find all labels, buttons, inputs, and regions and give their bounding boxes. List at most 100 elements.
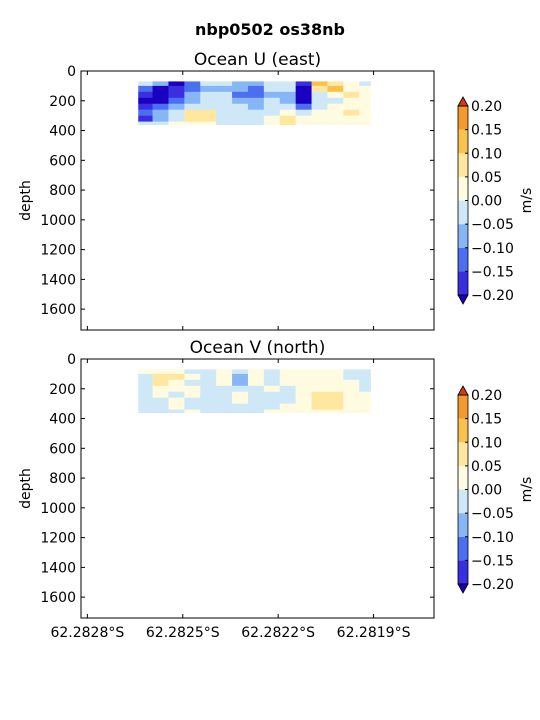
y-tick-label: 1200 [40,243,76,259]
heatmap-cell [263,85,281,93]
heatmap-cell [247,379,265,387]
heatmap-cell [232,409,249,413]
colorbar-tick-label: 0.20 [471,388,502,404]
heatmap-cell [184,97,201,105]
colorbar-segment [458,513,468,537]
heatmap-cell [327,115,344,123]
heatmap-cell [311,379,328,387]
heatmap-cell [216,85,233,93]
heatmap-cell [216,103,233,111]
heatmap-cell [168,391,185,399]
heatmap-cell [168,97,185,105]
heatmap-cell [279,81,297,87]
colorbar-segment [458,247,468,272]
colorbar-segment [458,560,468,584]
colorbar-extend-min [457,294,469,305]
colorbar-tick-label: 0.20 [471,99,502,115]
heatmap-cell [279,91,297,99]
colorbar-segment [458,106,468,130]
heatmap-cell [232,97,249,105]
heatmap-cell [152,91,169,99]
figure-title: nbp0502 os38nb [194,20,346,39]
heatmap-cell [152,121,169,125]
heatmap-cell [232,81,249,87]
heatmap-cell [168,373,185,381]
heatmap-cell [152,403,169,411]
heatmap-cell [327,97,344,105]
heatmap-cell [359,409,371,413]
colorbar-tick-label: 0.05 [471,459,502,475]
heatmap-cell [232,85,249,93]
heatmap-cell [327,373,344,381]
heatmap-cell [152,373,169,381]
heatmap-cell [184,391,201,399]
colorbar-tick-label: −0.20 [471,577,514,593]
colorbar-segment [458,442,468,466]
colorbar-extend-max [457,385,469,396]
heatmap-cell [138,85,153,93]
heatmap-cell [311,103,328,111]
heatmap-cell [232,403,249,411]
heatmap-cell [279,85,297,93]
heatmap-cell [343,385,360,393]
heatmap-cell [216,115,233,123]
heatmap-cell [152,103,169,111]
heatmap-cell [279,103,297,111]
heatmap-cell [263,121,281,125]
heatmap-cell [247,397,265,405]
heatmap-cell [327,409,344,413]
heatmap-cell [327,403,344,411]
heatmap-cell [152,379,169,387]
heatmap-cell [327,91,344,99]
heatmap-cell [216,373,233,381]
colorbar-segment [458,536,468,561]
heatmap-cell [343,369,360,375]
heatmap-cell [138,397,153,405]
heatmap-cell [343,91,360,99]
heatmap-cell [247,115,265,123]
colorbar-tick-label: −0.15 [471,264,514,280]
colorbar-segment [458,176,468,201]
heatmap-cell [232,379,249,387]
x-tick-label: 62.2819°S [337,625,411,641]
heatmap-cell [200,385,217,393]
heatmap-cell [327,103,344,111]
colorbar-label: m/s [519,477,535,503]
heatmap-cell [343,409,360,413]
heatmap-cell [343,121,360,125]
colorbar: 0.20 0.15 0.10 0.05 0.00 −0.05 −0.10 −0.15 −0.20… [457,385,535,594]
y-tick-label: 200 [49,94,76,110]
heatmap-cell [184,103,201,111]
y-tick-label: 800 [49,471,76,487]
heatmap-cell [295,91,312,99]
heatmap-cell [216,109,233,117]
heatmap-cell [327,385,344,393]
heatmap-cell [311,403,328,411]
heatmap-cell [247,385,265,393]
y-tick-label: 1400 [40,272,76,288]
heatmap-cell [152,385,169,393]
heatmap-cell [263,81,281,87]
heatmap-cell [343,97,360,105]
x-tick-label: 62.2828°S [50,625,124,641]
heatmap-cell [343,85,360,93]
heatmap-cell [152,391,169,399]
colorbar-label: m/s [519,188,535,214]
heatmap-cell [216,369,233,375]
y-tick-label: 400 [49,124,76,140]
heatmap-cell [327,85,344,93]
heatmap-cell [168,409,185,413]
colorbar-tick-label: 0.05 [471,170,502,186]
heatmap-cell [263,391,281,399]
heatmap-cell [200,91,217,99]
heatmap-cell [279,385,297,393]
colorbar-segment [458,271,468,295]
heatmap-cell [327,109,344,117]
heatmap-cell [184,81,201,87]
heatmap-cell [295,121,312,125]
heatmap-cell [216,397,233,405]
heatmap-cell [295,109,312,117]
axes-frame [80,358,435,619]
heatmap-cell [279,115,297,123]
